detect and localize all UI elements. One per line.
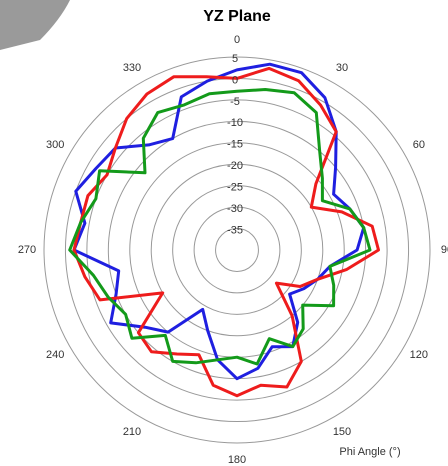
- angle-tick-label: 180: [228, 454, 246, 466]
- r-tick-label: -10: [227, 117, 243, 129]
- angle-tick-label: 120: [410, 349, 428, 361]
- angle-tick-label: 90: [441, 244, 448, 256]
- decoration: [0, 0, 70, 50]
- angle-tick-label: 300: [46, 139, 64, 151]
- grid-circle: [215, 228, 259, 272]
- grid-circle: [86, 99, 388, 401]
- grid-circle: [193, 206, 281, 294]
- chart-title: YZ Plane: [203, 8, 271, 25]
- series-line: [72, 62, 366, 381]
- r-tick-label: -25: [227, 182, 243, 194]
- series-line: [72, 66, 380, 398]
- grid-circle: [43, 56, 431, 444]
- r-tick-label: -5: [230, 96, 240, 108]
- grid-circle: [150, 163, 324, 337]
- angle-tick-label: 0: [234, 34, 240, 46]
- r-tick-label: 5: [232, 53, 238, 65]
- grid-circle: [172, 185, 302, 315]
- angle-tick-label: 150: [333, 426, 351, 438]
- r-tick-label: -20: [227, 160, 243, 172]
- r-tick-label: -35: [227, 224, 243, 236]
- angle-tick-label: 60: [413, 139, 425, 151]
- angle-tick-label: 270: [18, 244, 36, 256]
- r-tick-label: -15: [227, 139, 243, 151]
- grid-circle: [129, 142, 345, 358]
- angle-tick-label: 30: [336, 62, 348, 74]
- angle-tick-label: 240: [46, 349, 64, 361]
- angle-tick-label: 210: [123, 426, 141, 438]
- r-tick-label: 0: [232, 74, 238, 86]
- angle-tick-label: 330: [123, 62, 141, 74]
- annotation: Phi Angle (°): [339, 446, 400, 458]
- r-tick-label: -30: [227, 203, 243, 215]
- series-line: [68, 88, 372, 366]
